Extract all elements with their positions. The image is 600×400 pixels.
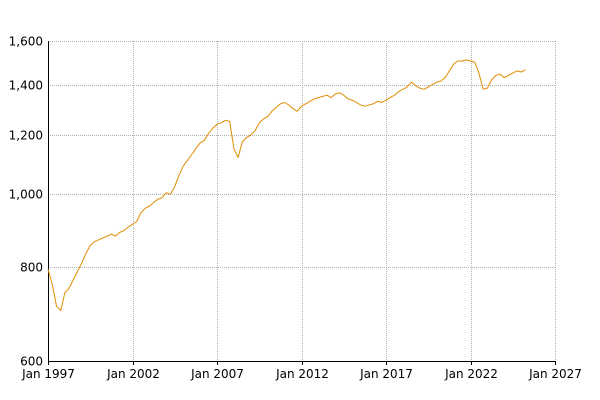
- x-tick-label: Jan 2002: [106, 367, 160, 381]
- y-tick-label: 800: [20, 261, 43, 275]
- x-tick-label: Jan 2012: [275, 367, 329, 381]
- grid: [48, 41, 556, 361]
- y-tick-label: 1,600: [9, 35, 43, 49]
- y-tick-label: 1,200: [9, 129, 43, 143]
- y-tick-label: 1,400: [9, 79, 43, 93]
- x-tick-label: Jan 2017: [359, 367, 413, 381]
- y-tick-label: 1,000: [9, 188, 43, 202]
- x-tick-label: Jan 2007: [190, 367, 244, 381]
- y-axis-tick-labels: 600 800 1,000 1,200 1,400 1,600: [9, 35, 43, 369]
- axes: [48, 41, 556, 365]
- series-group: [47, 59, 526, 312]
- x-tick-label: Jan 1997: [21, 367, 75, 381]
- x-axis-tick-labels: Jan 1997 Jan 2002 Jan 2007 Jan 2012 Jan 2017…: [21, 367, 582, 381]
- series-line: [47, 59, 526, 312]
- y-tick-label: 600: [20, 355, 43, 369]
- x-tick-label: Jan 2027: [528, 367, 582, 381]
- x-tick-label: Jan 2022: [444, 367, 498, 381]
